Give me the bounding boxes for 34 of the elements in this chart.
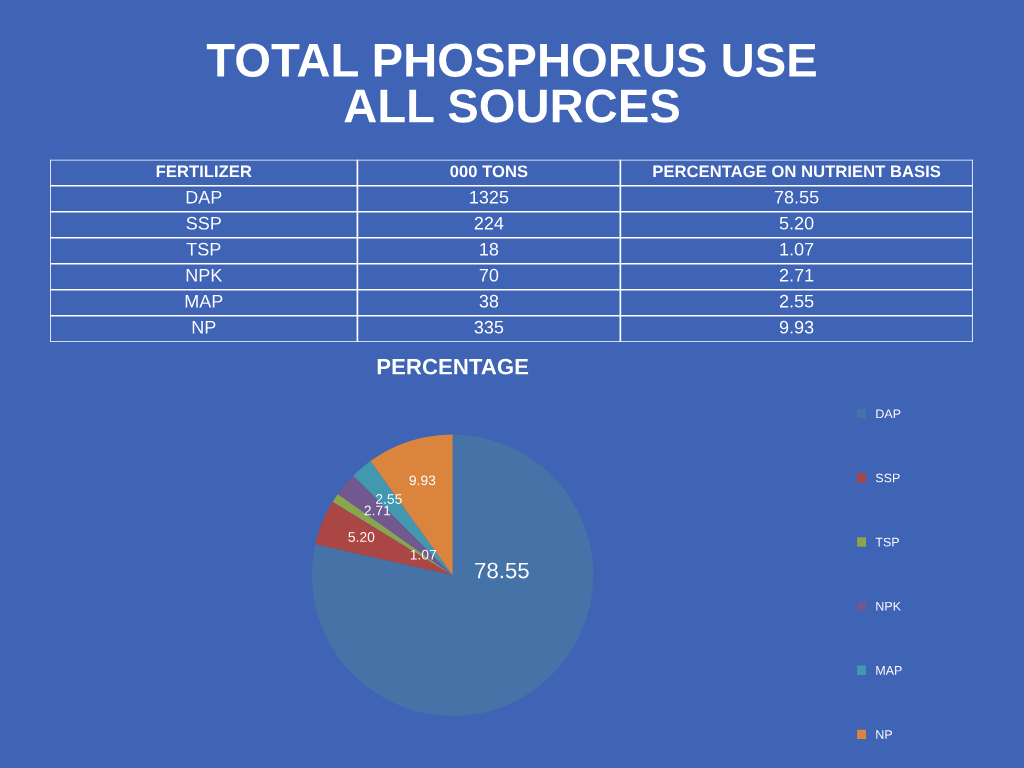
category-label: DAP	[186, 190, 222, 204]
text: 000 TONS	[450, 165, 528, 178]
data-label: 5.20	[348, 532, 375, 542]
category-label: NPK	[186, 269, 223, 282]
category-label: MAP	[185, 295, 223, 308]
chart-title: PERCENTAGE	[377, 358, 529, 375]
category-label: SSP	[186, 216, 221, 230]
data-label: 78.55	[774, 190, 819, 204]
text: PERCENTAGE ON NUTRIENT BASIS	[653, 165, 941, 178]
data-label: 1.07	[410, 549, 437, 560]
data-label: 9.93	[779, 320, 814, 334]
data-label: 9.93	[409, 475, 436, 486]
data-label: 1325	[470, 190, 509, 204]
data-label: 5.20	[779, 216, 814, 230]
legend-label: NPK	[876, 601, 901, 611]
data-label: 78.55	[475, 562, 529, 579]
data-label: 1.07	[780, 242, 814, 256]
text: TOTAL PHOSPHORUS USE ALL SOURCES	[206, 43, 816, 123]
category-label: NP	[192, 321, 216, 334]
data-label: 18	[480, 242, 499, 256]
data-label: 2.71	[779, 268, 814, 282]
text: FERTILIZER	[156, 165, 252, 178]
legend-label: DAP	[876, 409, 901, 419]
data-label: 224	[474, 216, 504, 230]
legend-label: MAP	[876, 666, 902, 675]
data-label: 2.71	[364, 505, 391, 516]
data-label: 2.55	[779, 294, 814, 308]
data-label: 335	[474, 320, 504, 334]
legend-label: NP	[876, 730, 893, 739]
data-label: 38	[479, 294, 499, 308]
legend-label: SSP	[875, 473, 900, 483]
data-label: 70	[479, 268, 499, 282]
category-label: TSP	[186, 242, 221, 256]
legend-label: TSP	[875, 537, 899, 547]
